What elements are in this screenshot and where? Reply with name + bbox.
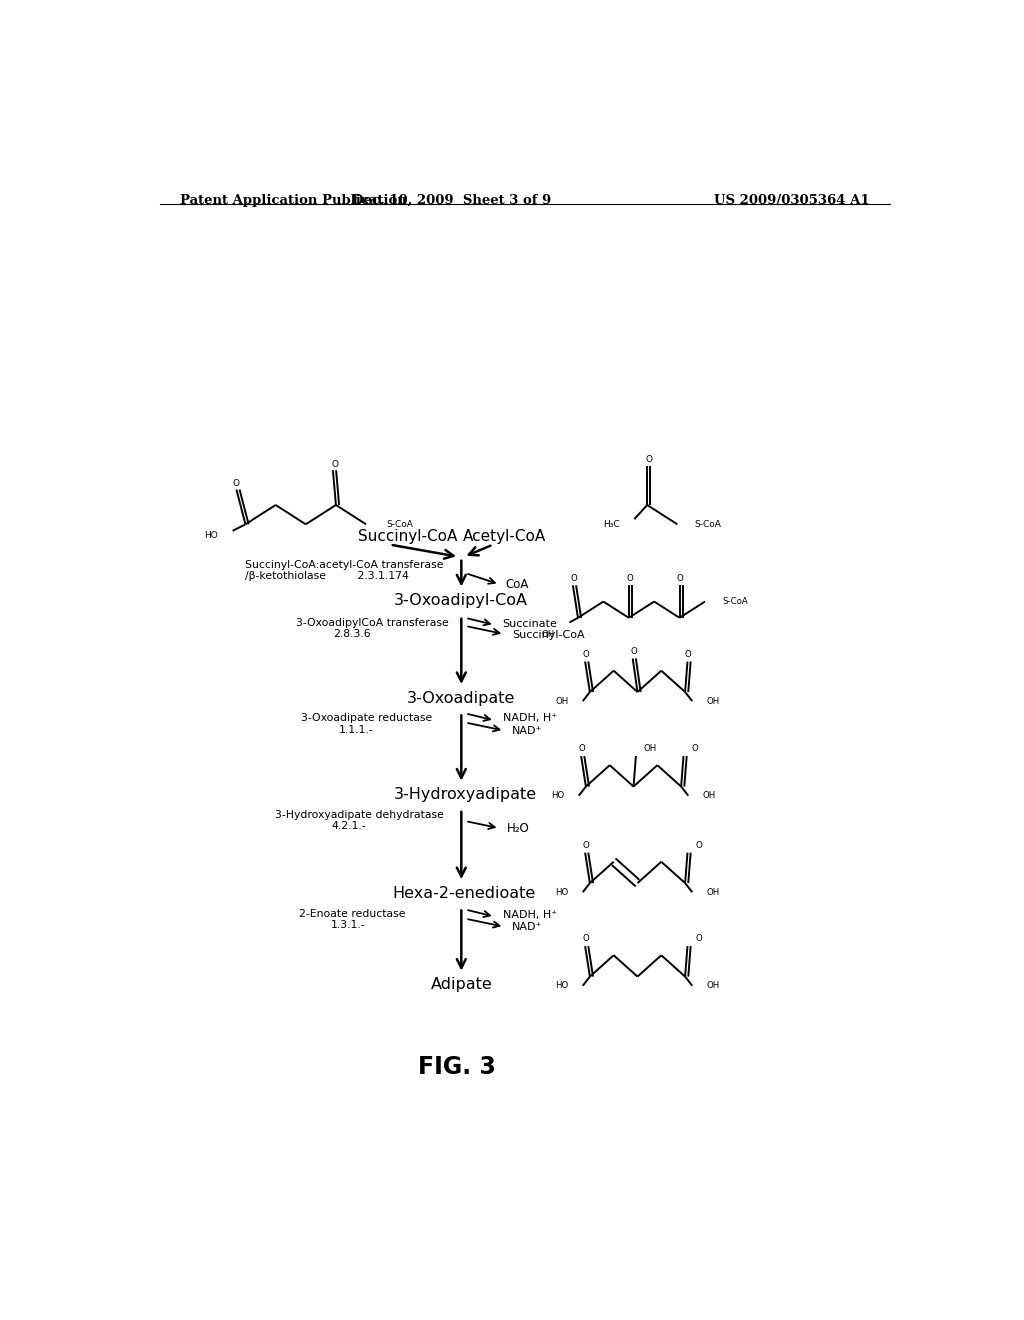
Text: HO: HO — [555, 888, 568, 896]
Text: OH: OH — [555, 697, 568, 706]
Text: NAD⁺: NAD⁺ — [512, 726, 543, 735]
Text: O: O — [232, 479, 240, 488]
Text: O: O — [583, 841, 589, 850]
Text: OH: OH — [702, 791, 716, 800]
Text: 2-Enoate reductase: 2-Enoate reductase — [299, 908, 406, 919]
Text: 3-Oxoadipyl-CoA: 3-Oxoadipyl-CoA — [394, 593, 528, 609]
Text: Patent Application Publication: Patent Application Publication — [179, 194, 407, 207]
Text: O: O — [579, 744, 586, 754]
Text: OH: OH — [707, 697, 720, 706]
Text: Adipate: Adipate — [430, 977, 493, 993]
Text: HO: HO — [551, 791, 564, 800]
Text: HO: HO — [205, 532, 218, 540]
Text: 1.1.1.-: 1.1.1.- — [338, 725, 373, 735]
Text: /β-ketothiolase         2.3.1.174: /β-ketothiolase 2.3.1.174 — [246, 572, 410, 581]
Text: NADH, H⁺: NADH, H⁺ — [503, 909, 557, 920]
Text: Succinyl-CoA: Succinyl-CoA — [357, 529, 457, 544]
Text: OH: OH — [707, 981, 720, 990]
Text: O: O — [630, 647, 637, 656]
Text: O: O — [645, 455, 652, 463]
Text: H₃C: H₃C — [603, 520, 620, 529]
Text: OH: OH — [542, 630, 555, 639]
Text: S-CoA: S-CoA — [386, 520, 413, 529]
Text: O: O — [583, 649, 589, 659]
Text: OH: OH — [707, 888, 720, 896]
Text: O: O — [677, 574, 684, 582]
Text: 3-OxoadipylCoA transferase: 3-OxoadipylCoA transferase — [296, 618, 449, 628]
Text: US 2009/0305364 A1: US 2009/0305364 A1 — [715, 194, 870, 207]
Text: O: O — [691, 744, 698, 754]
Text: O: O — [685, 649, 691, 659]
Text: NADH, H⁺: NADH, H⁺ — [503, 713, 557, 723]
Text: FIG. 3: FIG. 3 — [419, 1055, 497, 1078]
Text: 3-Oxoadipate: 3-Oxoadipate — [408, 690, 515, 706]
Text: Succinate: Succinate — [503, 619, 557, 628]
Text: CoA: CoA — [505, 578, 528, 591]
Text: Hexa-2-enedioate: Hexa-2-enedioate — [392, 886, 536, 900]
Text: Acetyl-CoA: Acetyl-CoA — [463, 529, 547, 544]
Text: H₂O: H₂O — [507, 822, 529, 834]
Text: S-CoA: S-CoA — [695, 520, 722, 529]
Text: OH: OH — [644, 744, 657, 754]
Text: O: O — [695, 935, 702, 944]
Text: Dec. 10, 2009  Sheet 3 of 9: Dec. 10, 2009 Sheet 3 of 9 — [352, 194, 551, 207]
Text: HO: HO — [555, 981, 568, 990]
Text: S-CoA: S-CoA — [722, 597, 749, 606]
Text: Succinyl-CoA: Succinyl-CoA — [512, 630, 585, 640]
Text: 3-Oxoadipate reductase: 3-Oxoadipate reductase — [301, 713, 432, 723]
Text: 4.2.1.-: 4.2.1.- — [331, 821, 366, 832]
Text: 3-Hydroxyadipate dehydratase: 3-Hydroxyadipate dehydratase — [274, 810, 443, 820]
Text: 3-Hydroxyadipate: 3-Hydroxyadipate — [393, 787, 537, 803]
Text: O: O — [332, 459, 339, 469]
Text: Succinyl-CoA:acetyl-CoA transferase: Succinyl-CoA:acetyl-CoA transferase — [246, 560, 444, 570]
Text: 2.8.3.6: 2.8.3.6 — [333, 630, 371, 639]
Text: O: O — [627, 574, 633, 582]
Text: O: O — [583, 935, 589, 944]
Text: NAD⁺: NAD⁺ — [512, 921, 543, 932]
Text: O: O — [570, 574, 578, 582]
Text: O: O — [695, 841, 702, 850]
Text: 1.3.1.-: 1.3.1.- — [331, 920, 366, 929]
